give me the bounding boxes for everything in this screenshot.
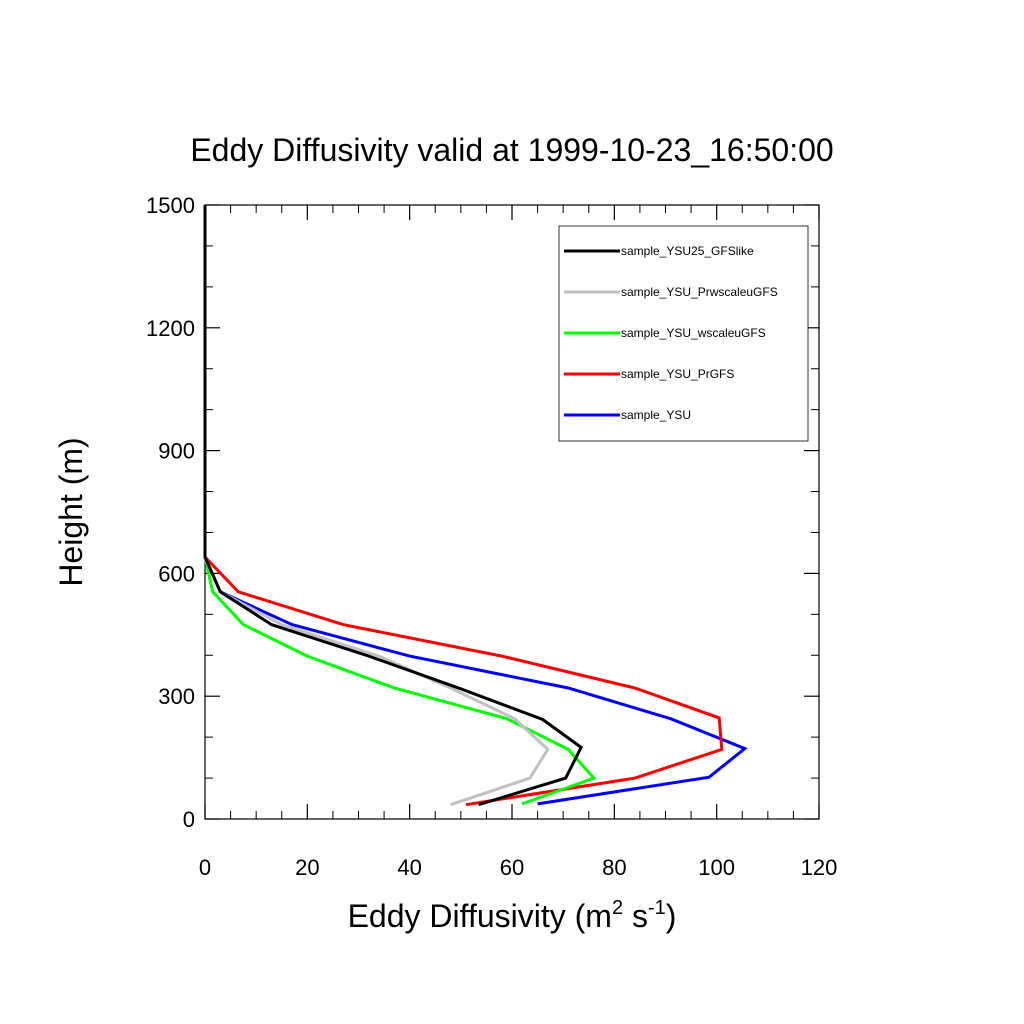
y-tick-label: 0 [183,807,195,832]
y-axis-title: Height (m) [53,437,89,586]
legend-label: sample_YSU25_GFSlike [621,244,754,258]
x-tick-label: 120 [801,855,838,880]
x-axis-title: Eddy Diffusivity (m2 s-1) [348,897,677,934]
y-tick-label: 1200 [146,316,195,341]
y-tick-label: 300 [158,684,195,709]
legend: sample_YSU25_GFSlike sample_YSU_Prwscaleu… [558,225,809,442]
y-tick-label: 900 [158,439,195,464]
series-lines [203,205,748,807]
x-tick-label: 40 [397,855,421,880]
legend-label: sample_YSU_PrwscaleuGFS [621,285,778,299]
legend-label: sample_YSU_PrGFS [621,367,734,381]
x-tick-label: 20 [295,855,319,880]
y-tick-label: 1500 [146,193,195,218]
legend-label: sample_YSU_wscaleuGFS [621,326,766,340]
y-tick-label: 600 [158,561,195,586]
x-tick-label: 0 [199,855,211,880]
chart-title: Eddy Diffusivity valid at 1999-10-23_16:… [190,132,833,168]
axis-ticks [204,204,820,820]
x-tick-label: 60 [500,855,524,880]
series-line-sample_YSU25_GFSlike [203,205,584,807]
legend-label: sample_YSU [621,408,691,422]
x-tick-label: 80 [602,855,626,880]
series-line-sample_YSU_wscaleuGFS [203,205,597,806]
x-tick-label: 100 [698,855,735,880]
